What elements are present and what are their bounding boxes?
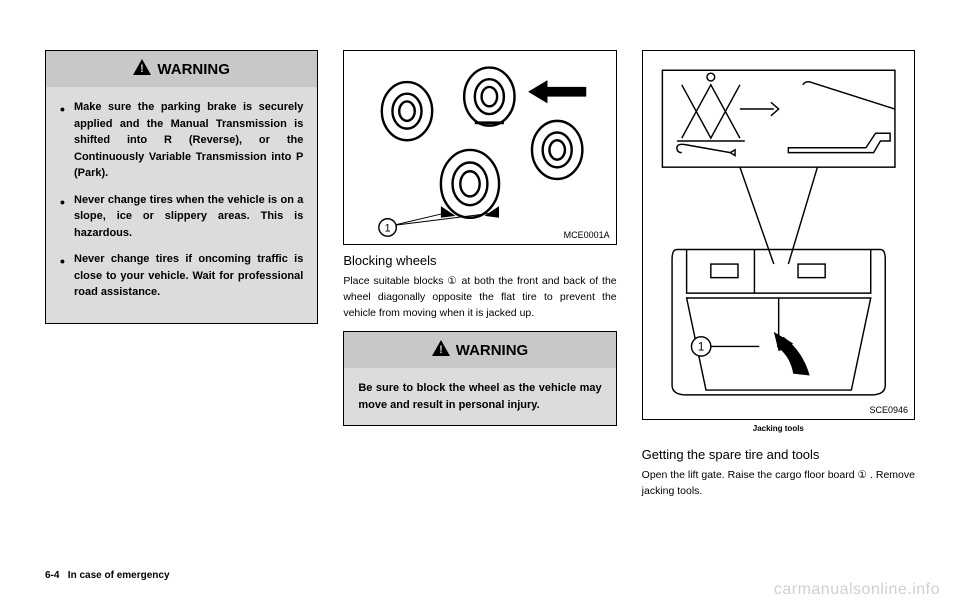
warning-body-1: Make sure the parking brake is securely … <box>46 87 317 323</box>
warning-title: WARNING <box>157 61 230 78</box>
section-title-blocking: Blocking wheels <box>343 253 616 268</box>
body-text-spare: Open the lift gate. Raise the cargo floo… <box>642 468 915 500</box>
figure-caption: Jacking tools <box>642 424 915 433</box>
column-middle: 1 MCE0001A Blocking wheels Place suitabl… <box>343 50 616 540</box>
warning-item: Make sure the parking brake is securely … <box>60 99 303 182</box>
figure-label: SCE0946 <box>869 405 908 415</box>
page-footer: 6-4 In case of emergency <box>45 570 170 581</box>
svg-text:!: ! <box>141 63 145 75</box>
figure-jacking-tools: 1 SCE0946 <box>642 50 915 420</box>
warning-box-1: ! WARNING Make sure the parking brake is… <box>45 50 318 324</box>
column-right: 1 SCE0946 Jacking tools Getting the spar… <box>642 50 915 540</box>
warning-title: WARNING <box>456 342 529 359</box>
warning-icon: ! <box>133 59 151 79</box>
warning-item: Never change tires when the vehicle is o… <box>60 192 303 242</box>
page-number: 6-4 <box>45 570 59 581</box>
warning-text: Be sure to block the wheel as the vehicl… <box>358 380 601 413</box>
watermark: carmanualsonline.info <box>774 581 940 599</box>
warning-body-2: Be sure to block the wheel as the vehicl… <box>344 368 615 425</box>
tires-illustration: 1 <box>344 51 615 244</box>
warning-header-2: ! WARNING <box>344 332 615 368</box>
section-name: In case of emergency <box>68 570 170 581</box>
figure-label: MCE0001A <box>564 230 610 240</box>
trunk-illustration: 1 <box>643 51 914 419</box>
warning-item: Never change tires if oncoming traffic i… <box>60 251 303 301</box>
column-left: ! WARNING Make sure the parking brake is… <box>45 50 318 540</box>
svg-text:1: 1 <box>698 340 704 353</box>
section-title-spare: Getting the spare tire and tools <box>642 447 915 462</box>
figure-blocking-wheels: 1 MCE0001A <box>343 50 616 245</box>
body-text-blocking: Place suitable blocks ① at both the fron… <box>343 274 616 321</box>
warning-box-2: ! WARNING Be sure to block the wheel as … <box>343 331 616 426</box>
warning-header-1: ! WARNING <box>46 51 317 87</box>
warning-icon: ! <box>432 340 450 360</box>
svg-text:!: ! <box>439 344 443 356</box>
svg-text:1: 1 <box>385 222 391 234</box>
